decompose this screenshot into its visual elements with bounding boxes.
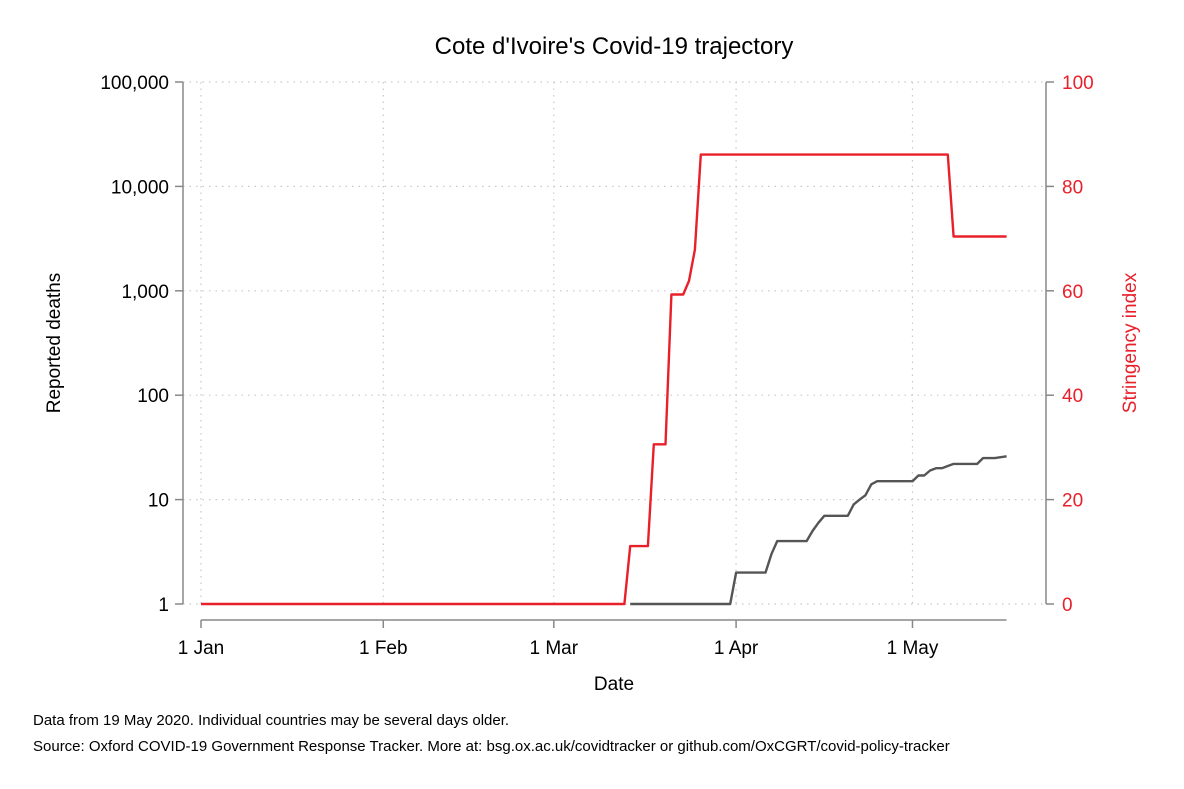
tick-labels: 1 10 100 1,000 10,000 100,000 0 20 40 60 80 100 1 Ja…	[100, 73, 1093, 659]
y-left-tick-label: 10,000	[111, 177, 169, 198]
y-left-tick-label: 1	[158, 595, 169, 616]
stringency-line	[201, 153, 1007, 606]
y-right-tick-label: 20	[1062, 491, 1083, 512]
y-axis-right-label: Stringency index	[1120, 272, 1141, 413]
deaths-line	[630, 455, 1007, 606]
x-tick-label: 1 Jan	[178, 638, 224, 659]
x-tick-label: 1 Apr	[714, 638, 759, 659]
axes	[175, 81, 1054, 628]
x-tick-label: 1 Mar	[530, 638, 579, 659]
y-left-tick-label: 10	[148, 491, 169, 512]
y-left-tick-label: 100	[137, 386, 169, 407]
x-tick-label: 1 May	[887, 638, 939, 659]
source-note: Source: Oxford COVID-19 Government Respo…	[33, 738, 950, 755]
y-right-tick-label: 60	[1062, 282, 1083, 303]
y-right-tick-label: 80	[1062, 177, 1083, 198]
y-right-tick-label: 0	[1062, 595, 1073, 616]
gridlines	[183, 81, 1046, 605]
series-lines	[201, 153, 1007, 606]
data-date-note: Data from 19 May 2020. Individual countr…	[33, 712, 510, 729]
y-left-tick-label: 1,000	[121, 282, 169, 303]
x-axis-label: Date	[594, 674, 634, 695]
y-right-tick-label: 40	[1062, 386, 1083, 407]
y-axis-left-label: Reported deaths	[44, 273, 65, 414]
y-left-tick-label: 100,000	[100, 73, 169, 94]
y-right-tick-label: 100	[1062, 73, 1094, 94]
chart-title: Cote d'Ivoire's Covid-19 trajectory	[435, 33, 794, 60]
x-tick-label: 1 Feb	[359, 638, 408, 659]
